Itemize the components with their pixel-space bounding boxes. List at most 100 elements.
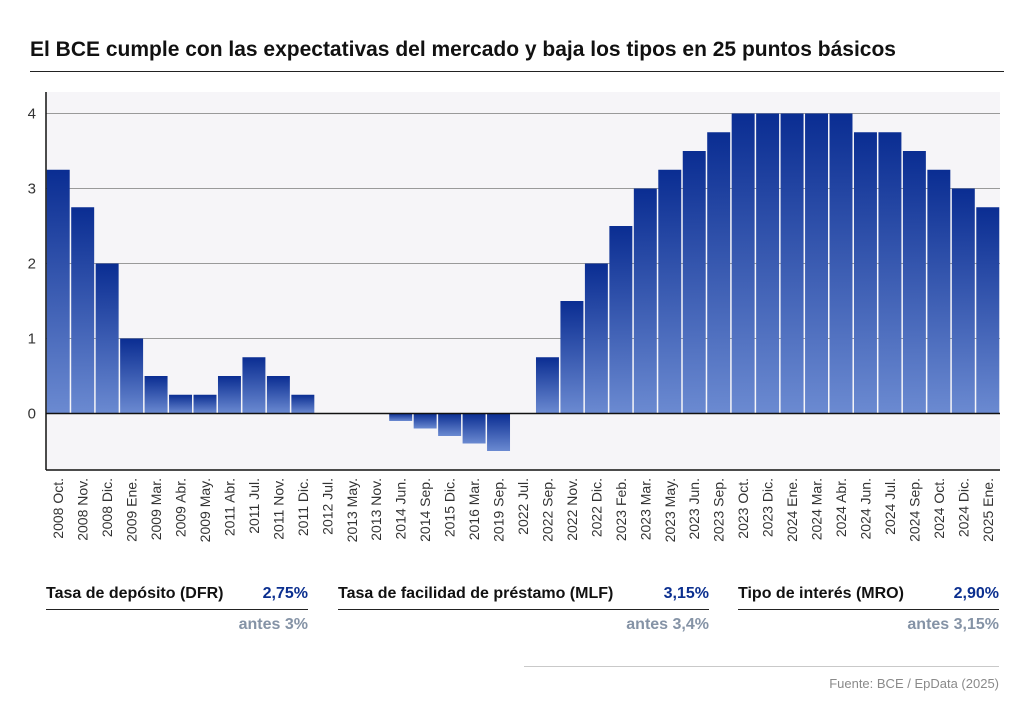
rate-previous: antes 3,4% [626, 616, 709, 633]
y-tick-label: 2 [28, 256, 36, 273]
x-tick-label: 2016 Mar. [466, 478, 482, 540]
bar [462, 413, 486, 444]
x-tick-label: 2025 Ene. [980, 478, 996, 542]
x-tick-label: 2024 Oct. [931, 478, 947, 539]
bar [682, 151, 706, 414]
rate-value: 2,90% [953, 585, 999, 602]
x-tick-label: 2023 Feb. [613, 478, 629, 541]
x-tick-label: 2024 Dic. [955, 478, 971, 537]
x-tick-label: 2009 Abr. [173, 478, 189, 537]
rate-value: 2,75% [262, 585, 308, 602]
rate-main-refinancing: Tipo de interés (MRO) 2,90% antes 3,15% [738, 585, 999, 634]
bar [438, 413, 462, 436]
rate-previous: antes 3% [238, 616, 308, 633]
x-tick-label: 2024 Jun. [857, 478, 873, 540]
x-tick-label: 2022 Sep. [539, 478, 555, 542]
x-tick-label: 2013 May. [344, 478, 360, 542]
bar [829, 113, 853, 414]
bar [780, 113, 804, 414]
rate-deposit: Tasa de depósito (DFR) 2,75% antes 3% [46, 585, 308, 634]
bar-chart: 0 1 2 3 4 2008 Oct. 2008 Nov. 2008 Dic. 2009 En… [28, 92, 1000, 542]
bar [144, 376, 168, 414]
y-tick-label: 0 [28, 406, 36, 423]
x-tick-label: 2009 Ene. [124, 478, 140, 542]
x-tick-label: 2023 Mar. [637, 478, 653, 540]
x-tick-label: 2024 Ene. [784, 478, 800, 542]
bar [707, 132, 731, 414]
x-tick-label: 2019 Sep. [491, 478, 507, 542]
x-tick-label: 2009 Mar. [148, 478, 164, 540]
bar [389, 413, 413, 421]
x-tick-label: 2014 Sep. [417, 478, 433, 542]
bar [731, 113, 755, 414]
bar [902, 151, 926, 414]
rate-label: Tasa de depósito (DFR) [46, 585, 224, 602]
x-tick-label: 2013 Nov. [368, 478, 384, 541]
x-tick-label: 2011 Nov. [270, 478, 286, 540]
y-tick-label: 1 [28, 331, 36, 348]
bar [976, 207, 1000, 414]
chart-title: El BCE cumple con las expectativas del m… [30, 38, 896, 61]
bar [217, 376, 241, 414]
rate-label: Tasa de facilidad de préstamo (MLF) [338, 585, 614, 602]
x-tick-label: 2011 Dic. [295, 478, 311, 536]
x-tick-label: 2012 Jul. [319, 478, 335, 535]
x-tick-label: 2011 Abr. [221, 478, 237, 536]
x-tick-label: 2023 Sep. [711, 478, 727, 542]
bar [266, 376, 290, 414]
bars [46, 113, 1000, 451]
rate-value: 3,15% [663, 585, 709, 602]
x-tick-label: 2008 Dic. [99, 478, 115, 537]
bar [853, 132, 877, 414]
source-divider [524, 666, 999, 667]
x-tick-labels: 2008 Oct. 2008 Nov. 2008 Dic. 2009 Ene. 2009… [50, 478, 996, 542]
bar [584, 263, 608, 414]
bar [71, 207, 95, 414]
x-tick-label: 2015 Dic. [442, 478, 458, 537]
x-tick-label: 2023 Dic. [760, 478, 776, 537]
rate-previous: antes 3,15% [907, 616, 999, 633]
bar [413, 413, 437, 429]
x-tick-label: 2022 Nov. [564, 478, 580, 541]
bar [193, 394, 217, 414]
rate-label: Tipo de interés (MRO) [738, 585, 904, 602]
x-tick-label: 2024 Jul. [882, 478, 898, 535]
bar [951, 188, 975, 414]
x-tick-label: 2024 Sep. [906, 478, 922, 542]
bar [169, 394, 193, 414]
x-tick-label: 2024 Abr. [833, 478, 849, 537]
bar [609, 226, 633, 414]
bar [291, 394, 315, 414]
bar [46, 169, 70, 414]
x-tick-label: 2009 May. [197, 478, 213, 542]
y-tick-label: 3 [28, 181, 36, 198]
bar [633, 188, 657, 414]
x-tick-label: 2008 Nov. [75, 478, 91, 541]
x-tick-label: 2014 Jun. [393, 478, 409, 540]
x-tick-label: 2022 Dic. [588, 478, 604, 537]
bar [560, 301, 584, 414]
bar [805, 113, 829, 414]
x-tick-label: 2023 Oct. [735, 478, 751, 539]
x-tick-label: 2022 Jul. [515, 478, 531, 535]
title-divider [30, 71, 1004, 72]
x-tick-label: 2023 May. [662, 478, 678, 542]
bar [487, 413, 511, 451]
bar [242, 357, 266, 414]
x-tick-label: 2024 Mar. [809, 478, 825, 540]
bar [95, 263, 119, 414]
y-tick-labels: 0 1 2 3 4 [28, 106, 36, 423]
x-tick-label: 2011 Jul. [246, 478, 262, 534]
source-note: Fuente: BCE / EpData (2025) [829, 676, 999, 691]
x-tick-label: 2008 Oct. [50, 478, 66, 539]
axes [45, 92, 1000, 471]
bar [756, 113, 780, 414]
x-tick-label: 2023 Jun. [686, 478, 702, 540]
bar [927, 169, 951, 414]
y-tick-label: 4 [28, 106, 36, 123]
bar [535, 357, 559, 414]
bar [878, 132, 902, 414]
bar [658, 169, 682, 414]
rate-lending-facility: Tasa de facilidad de préstamo (MLF) 3,15… [338, 585, 709, 634]
bar [120, 338, 144, 414]
